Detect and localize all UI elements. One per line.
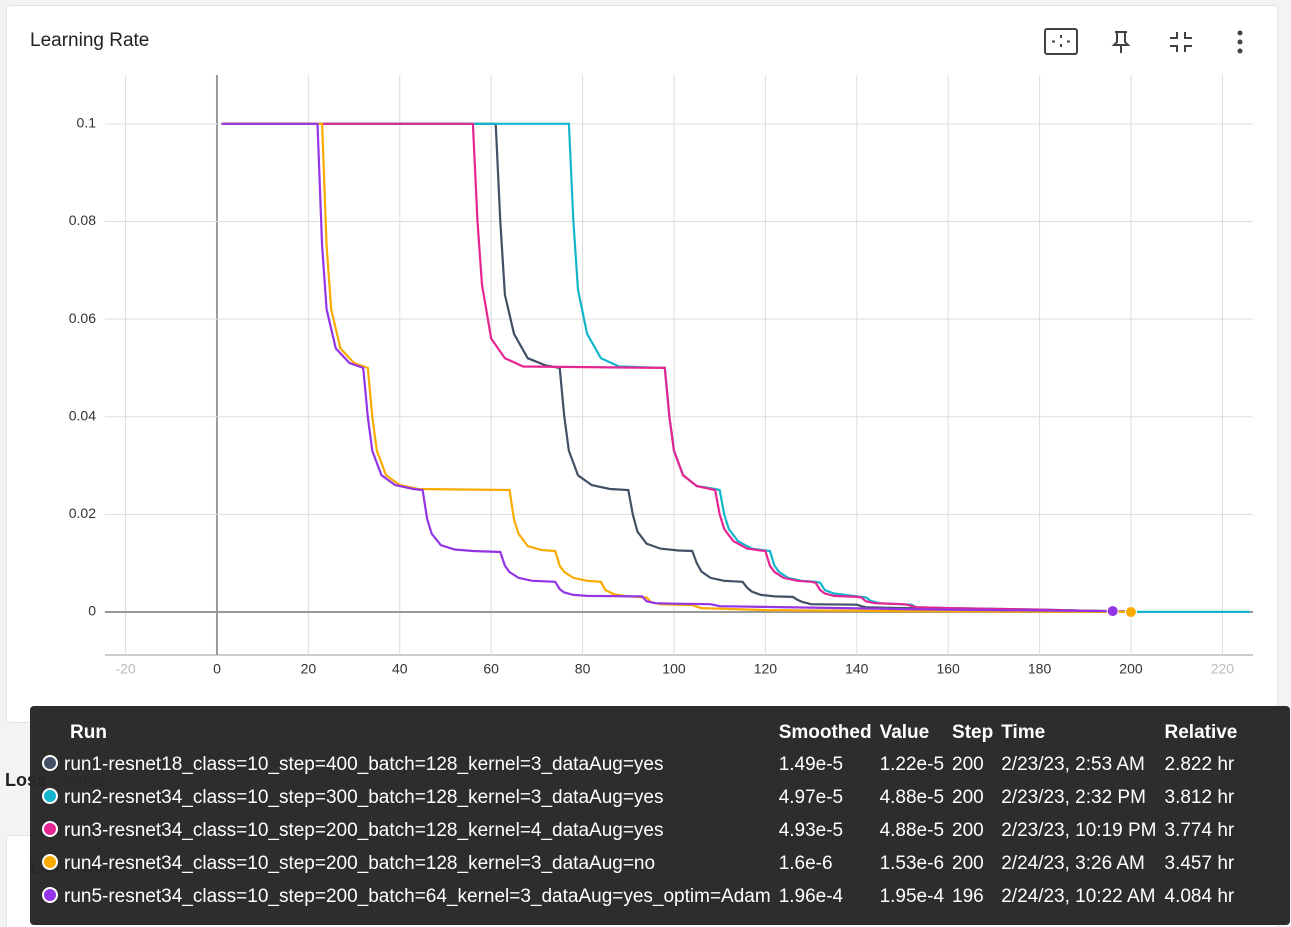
tooltip-cell: 2/23/23, 10:19 PM: [1001, 819, 1157, 841]
toolbar: [1044, 28, 1243, 55]
chart: -20 0 20 40 60 80 100 120 140 160 180 200 220 0 0.02 0.…: [69, 28, 1253, 677]
run-name: run2-resnet34_class=10_step=300_batch=12…: [64, 786, 664, 808]
run-color-dot: [42, 820, 58, 837]
tooltip-cell: 4.084 hr: [1164, 885, 1235, 907]
column-header: Smoothed: [778, 722, 872, 743]
tooltip-cell: 4.97e-5: [778, 786, 844, 808]
series-line: [221, 122, 1132, 613]
x-tick-label: 220: [1211, 661, 1235, 677]
column-header: Value: [879, 722, 930, 743]
run-name: run3-resnet34_class=10_step=200_batch=12…: [64, 819, 664, 841]
x-tick-label: 60: [483, 661, 499, 677]
run-color-dot: [42, 787, 58, 804]
y-tick-label: 0: [88, 603, 96, 619]
x-tick-label: 20: [301, 661, 317, 677]
tooltip-cell: 2.822 hr: [1164, 753, 1235, 775]
tooltip-row: run1-resnet18_class=10_step=400_batch=12…: [38, 748, 1241, 781]
run-color-dot: [42, 754, 58, 771]
y-tick-label: 0.04: [69, 407, 96, 423]
tooltip-cell: 2/24/23, 10:22 AM: [1001, 885, 1156, 907]
x-tick-label: 140: [845, 661, 869, 677]
run-color-dot: [42, 886, 58, 903]
x-tick-label: 80: [575, 661, 591, 677]
tooltip-cell: 1.6e-6: [778, 852, 833, 874]
header-row: Run Smoothed Value Step Time Relative: [38, 718, 1241, 748]
fit-button[interactable]: [1044, 28, 1078, 55]
tooltip-cell: 3.812 hr: [1164, 786, 1235, 808]
tooltip-cell: 200: [952, 819, 984, 841]
tooltip-row: run2-resnet34_class=10_step=300_batch=12…: [38, 781, 1241, 814]
x-tick-label: 120: [754, 661, 778, 677]
tooltip-table: Run Smoothed Value Step Time Relative run1-res…: [38, 718, 1241, 913]
tooltip-cell: 2/24/23, 3:26 AM: [1001, 852, 1145, 874]
x-tick-label: 0: [213, 661, 221, 677]
x-tick-label: 160: [936, 661, 960, 677]
tooltip-row: run4-resnet34_class=10_step=200_batch=12…: [38, 847, 1241, 880]
tooltip-cell: 3.774 hr: [1164, 819, 1235, 841]
tooltip-cell: 200: [952, 852, 984, 874]
tooltip-cell: 1.95e-4: [879, 885, 945, 907]
hover-dot: [1106, 605, 1119, 618]
series-line: [221, 122, 1250, 613]
column-header: Step: [952, 722, 994, 743]
run-color-dot: [42, 853, 58, 870]
y-tick-label: 0.02: [69, 505, 96, 521]
y-tick-label: 0.08: [69, 212, 96, 228]
menu-button[interactable]: [1237, 30, 1243, 54]
run-cell: run5-resnet34_class=10_step=200_batch=64…: [38, 880, 775, 913]
y-tick-label: 0.06: [69, 310, 96, 326]
tooltip-cell: 3.457 hr: [1164, 852, 1235, 874]
run-name: run1-resnet18_class=10_step=400_batch=12…: [64, 753, 664, 775]
x-tick-label: 200: [1119, 661, 1143, 677]
tooltip-cell: 2/23/23, 2:32 PM: [1001, 786, 1146, 808]
tooltip-cell: 4.88e-5: [879, 819, 945, 841]
tooltip-cell: 1.49e-5: [778, 753, 844, 775]
x-tick-label: -20: [115, 661, 135, 677]
column-header: Relative: [1164, 722, 1238, 743]
tooltip-cell: 1.96e-4: [778, 885, 844, 907]
y-tick-label: 0.1: [77, 115, 97, 131]
tooltip-row: run3-resnet34_class=10_step=200_batch=12…: [38, 814, 1241, 847]
column-header: Run: [70, 722, 107, 743]
series-line: [221, 122, 1113, 613]
tooltip-cell: 4.93e-5: [778, 819, 844, 841]
run-cell: run3-resnet34_class=10_step=200_batch=12…: [38, 814, 775, 847]
card: [6, 5, 1278, 723]
tooltip-cell: 196: [952, 885, 984, 907]
card-title: Learning Rate: [30, 30, 150, 51]
tooltip-cell: 4.88e-5: [879, 786, 945, 808]
x-tick-label: 40: [392, 661, 408, 677]
tooltip-cell: 1.22e-5: [879, 753, 945, 775]
collapse-button[interactable]: [1170, 32, 1192, 52]
x-tick-label: 100: [662, 661, 686, 677]
run-cell: run2-resnet34_class=10_step=300_batch=12…: [38, 781, 775, 814]
tooltip-cell: 200: [952, 786, 984, 808]
tooltip-row: run5-resnet34_class=10_step=200_batch=64…: [38, 880, 1241, 913]
run-name: run5-resnet34_class=10_step=200_batch=64…: [64, 885, 771, 907]
series-line: [221, 122, 1132, 614]
series-line: [221, 122, 1132, 613]
column-header: Time: [1001, 722, 1046, 743]
run-cell: run1-resnet18_class=10_step=400_batch=12…: [38, 748, 775, 781]
hover-dot: [1124, 606, 1137, 619]
tooltip: Run Smoothed Value Step Time Relative run1-res…: [30, 706, 1290, 925]
tooltip-cell: 200: [952, 753, 984, 775]
run-cell: run4-resnet34_class=10_step=200_batch=12…: [38, 847, 775, 880]
run-name: run4-resnet34_class=10_step=200_batch=12…: [64, 852, 656, 874]
tooltip-cell: 1.53e-6: [879, 852, 945, 874]
tooltip-cell: 2/23/23, 2:53 AM: [1001, 753, 1145, 775]
x-tick-label: 180: [1028, 661, 1052, 677]
pin-button[interactable]: [1111, 31, 1131, 53]
